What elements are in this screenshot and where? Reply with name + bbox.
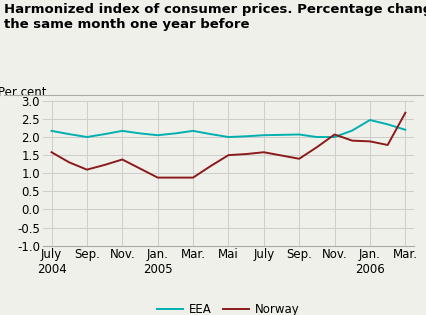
EEA bbox=[155, 133, 160, 137]
Norway bbox=[155, 176, 160, 180]
EEA bbox=[84, 135, 89, 139]
Norway bbox=[84, 168, 89, 171]
Norway bbox=[119, 158, 124, 161]
EEA bbox=[243, 135, 248, 138]
EEA bbox=[208, 132, 213, 136]
EEA bbox=[261, 133, 266, 137]
Text: Per cent: Per cent bbox=[0, 86, 46, 99]
Norway bbox=[278, 154, 283, 158]
Norway bbox=[243, 152, 248, 156]
Norway bbox=[66, 160, 72, 164]
Norway bbox=[349, 139, 354, 142]
Norway bbox=[314, 145, 319, 149]
EEA bbox=[173, 131, 178, 135]
EEA bbox=[402, 128, 407, 132]
Norway bbox=[173, 176, 178, 180]
EEA bbox=[349, 129, 354, 132]
Norway bbox=[225, 153, 230, 157]
Text: Harmonized index of consumer prices. Percentage change from
the same month one y: Harmonized index of consumer prices. Per… bbox=[4, 3, 426, 31]
EEA bbox=[66, 132, 72, 136]
Norway bbox=[102, 163, 107, 167]
Norway bbox=[137, 167, 142, 170]
Line: EEA: EEA bbox=[52, 120, 404, 137]
EEA bbox=[331, 135, 337, 139]
EEA bbox=[119, 129, 124, 133]
Norway bbox=[366, 140, 371, 143]
EEA bbox=[278, 133, 283, 137]
EEA bbox=[296, 133, 301, 136]
Norway bbox=[384, 143, 389, 147]
Norway bbox=[261, 150, 266, 154]
Legend: EEA, Norway: EEA, Norway bbox=[152, 298, 304, 315]
EEA bbox=[314, 135, 319, 139]
Norway bbox=[208, 164, 213, 168]
Norway bbox=[190, 176, 195, 180]
Norway bbox=[49, 150, 54, 154]
Norway bbox=[331, 133, 337, 136]
EEA bbox=[190, 129, 195, 133]
Norway bbox=[296, 157, 301, 161]
EEA bbox=[102, 132, 107, 136]
EEA bbox=[384, 123, 389, 126]
Norway bbox=[402, 111, 407, 115]
EEA bbox=[225, 135, 230, 139]
Line: Norway: Norway bbox=[52, 113, 404, 178]
EEA bbox=[49, 129, 54, 133]
EEA bbox=[137, 131, 142, 135]
EEA bbox=[366, 118, 371, 122]
